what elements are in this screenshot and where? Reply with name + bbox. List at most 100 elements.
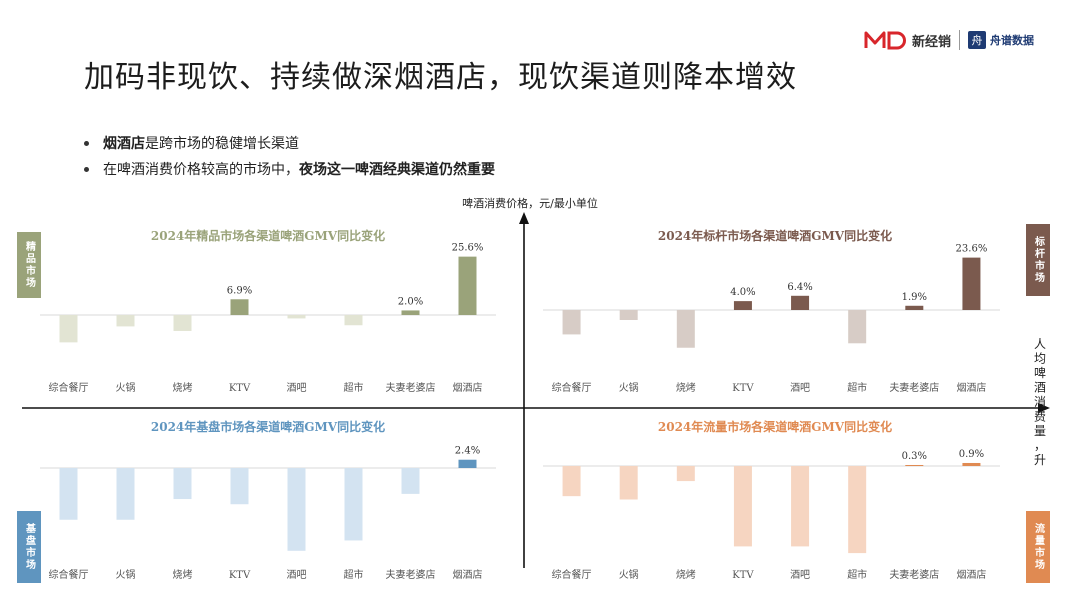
x-axis-label-char: 酒 <box>1034 381 1046 395</box>
bullet-dot <box>84 166 89 172</box>
bar-value-label: 6.9% <box>227 285 252 296</box>
category-label: 夫妻老婆店 <box>889 568 939 581</box>
tag-premium-market: 精品市场 <box>17 232 41 298</box>
category-label: 烟酒店 <box>956 381 986 394</box>
category-label: 烟酒店 <box>453 381 483 394</box>
brand-logo-xinjingxiao: 新经销 <box>864 30 951 50</box>
bar <box>287 315 306 319</box>
category-label: 超市 <box>344 568 364 581</box>
x-axis-label-char: 量 <box>1034 424 1046 438</box>
bar <box>401 468 420 494</box>
tag-flow-market: 流量市场 <box>1026 511 1050 583</box>
chart-title: 2024年流量市场各渠道啤酒GMV同比变化 <box>658 419 892 434</box>
brand-logo-zhoupu: 舟 舟谱数据 <box>968 31 1034 49</box>
bar <box>791 295 810 310</box>
category-label: 火锅 <box>116 382 136 394</box>
bar <box>676 310 695 348</box>
x-axis-label-char: 消 <box>1034 395 1046 409</box>
x-axis-label-char: 人 <box>1034 337 1046 351</box>
bar <box>733 301 752 310</box>
category-label: 超市 <box>847 568 867 581</box>
category-label: 烟酒店 <box>453 568 483 581</box>
bar <box>562 466 581 497</box>
category-label: 酒吧 <box>287 382 307 394</box>
category-label: 超市 <box>344 381 364 394</box>
bar-value-label: 6.4% <box>787 282 812 293</box>
md-logo-icon <box>864 31 906 50</box>
bullet-item-1: 烟酒店 是跨市场的稳健增长渠道 <box>84 130 495 156</box>
category-label: 综合餐厅 <box>552 568 592 581</box>
bar <box>344 315 363 326</box>
category-label: 火锅 <box>619 382 639 394</box>
category-label: 综合餐厅 <box>552 381 592 394</box>
category-label: 火锅 <box>116 569 136 581</box>
bar <box>676 466 695 482</box>
bar <box>458 459 477 468</box>
bar <box>344 468 363 541</box>
bar <box>173 468 192 500</box>
bar-value-label: 1.9% <box>902 292 927 303</box>
bar-value-label: 4.0% <box>730 287 755 298</box>
chart-title: 2024年精品市场各渠道啤酒GMV同比变化 <box>151 228 385 243</box>
x-axis-label-char: 升 <box>1034 453 1046 467</box>
bar <box>401 310 420 315</box>
logo-group: 新经销 舟 舟谱数据 <box>864 28 1034 52</box>
bar <box>116 315 135 327</box>
bar <box>230 468 249 505</box>
logo-divider <box>959 30 960 50</box>
bar-value-label: 0.9% <box>959 449 984 460</box>
category-label: 烧烤 <box>173 381 193 394</box>
chart-title: 2024年标杆市场各渠道啤酒GMV同比变化 <box>658 228 892 243</box>
category-label: KTV <box>732 383 754 394</box>
bar <box>962 257 981 310</box>
category-label: 烧烤 <box>676 381 696 394</box>
bullet-2-text: 在啤酒消费价格较高的市场中， <box>103 162 299 178</box>
bar <box>905 464 924 466</box>
page-title: 加码非现饮、持续做深烟酒店，现饮渠道则降本增效 <box>84 60 797 95</box>
brand1-text: 新经销 <box>911 34 951 50</box>
bar <box>848 466 867 554</box>
category-label: 夫妻老婆店 <box>889 381 939 394</box>
chart-title: 2024年基盘市场各渠道啤酒GMV同比变化 <box>151 419 385 434</box>
x-axis-label-char: ， <box>1034 439 1046 453</box>
bullet-1-text: 是跨市场的稳健增长渠道 <box>145 136 299 152</box>
y-axis-arrow <box>519 212 529 224</box>
category-label: KTV <box>229 570 251 581</box>
zhoupu-logo-icon: 舟 <box>968 31 986 49</box>
x-axis-label-char: 费 <box>1034 410 1046 424</box>
bullet-list: 烟酒店 是跨市场的稳健增长渠道 在啤酒消费价格较高的市场中， 夜场这一啤酒经典渠… <box>84 130 495 182</box>
category-label: 烟酒店 <box>956 568 986 581</box>
bar-value-label: 2.4% <box>455 446 480 457</box>
bar <box>59 468 78 520</box>
category-label: 酒吧 <box>790 569 810 581</box>
bullet-1-bold: 烟酒店 <box>103 136 145 152</box>
category-label: 综合餐厅 <box>49 381 89 394</box>
tag-basic-market: 基盘市场 <box>17 511 41 583</box>
bar <box>230 299 249 315</box>
category-label: 超市 <box>847 381 867 394</box>
bar <box>848 310 867 344</box>
category-label: 烧烤 <box>676 568 696 581</box>
category-label: 酒吧 <box>287 569 307 581</box>
brand2-text: 舟谱数据 <box>990 34 1034 47</box>
tag-benchmark-market: 标杆市场 <box>1026 224 1050 296</box>
category-label: 夫妻老婆店 <box>386 568 436 581</box>
category-label: KTV <box>732 570 754 581</box>
bar-value-label: 25.6% <box>452 243 484 254</box>
bar <box>619 466 638 500</box>
x-axis-arrow <box>1038 403 1050 413</box>
bar <box>905 305 924 310</box>
bar <box>733 466 752 547</box>
bar <box>791 466 810 547</box>
category-label: 综合餐厅 <box>49 568 89 581</box>
bar-value-label: 0.3% <box>902 451 927 462</box>
bar <box>287 468 306 551</box>
bar-value-label: 23.6% <box>956 244 988 255</box>
category-label: 酒吧 <box>790 382 810 394</box>
